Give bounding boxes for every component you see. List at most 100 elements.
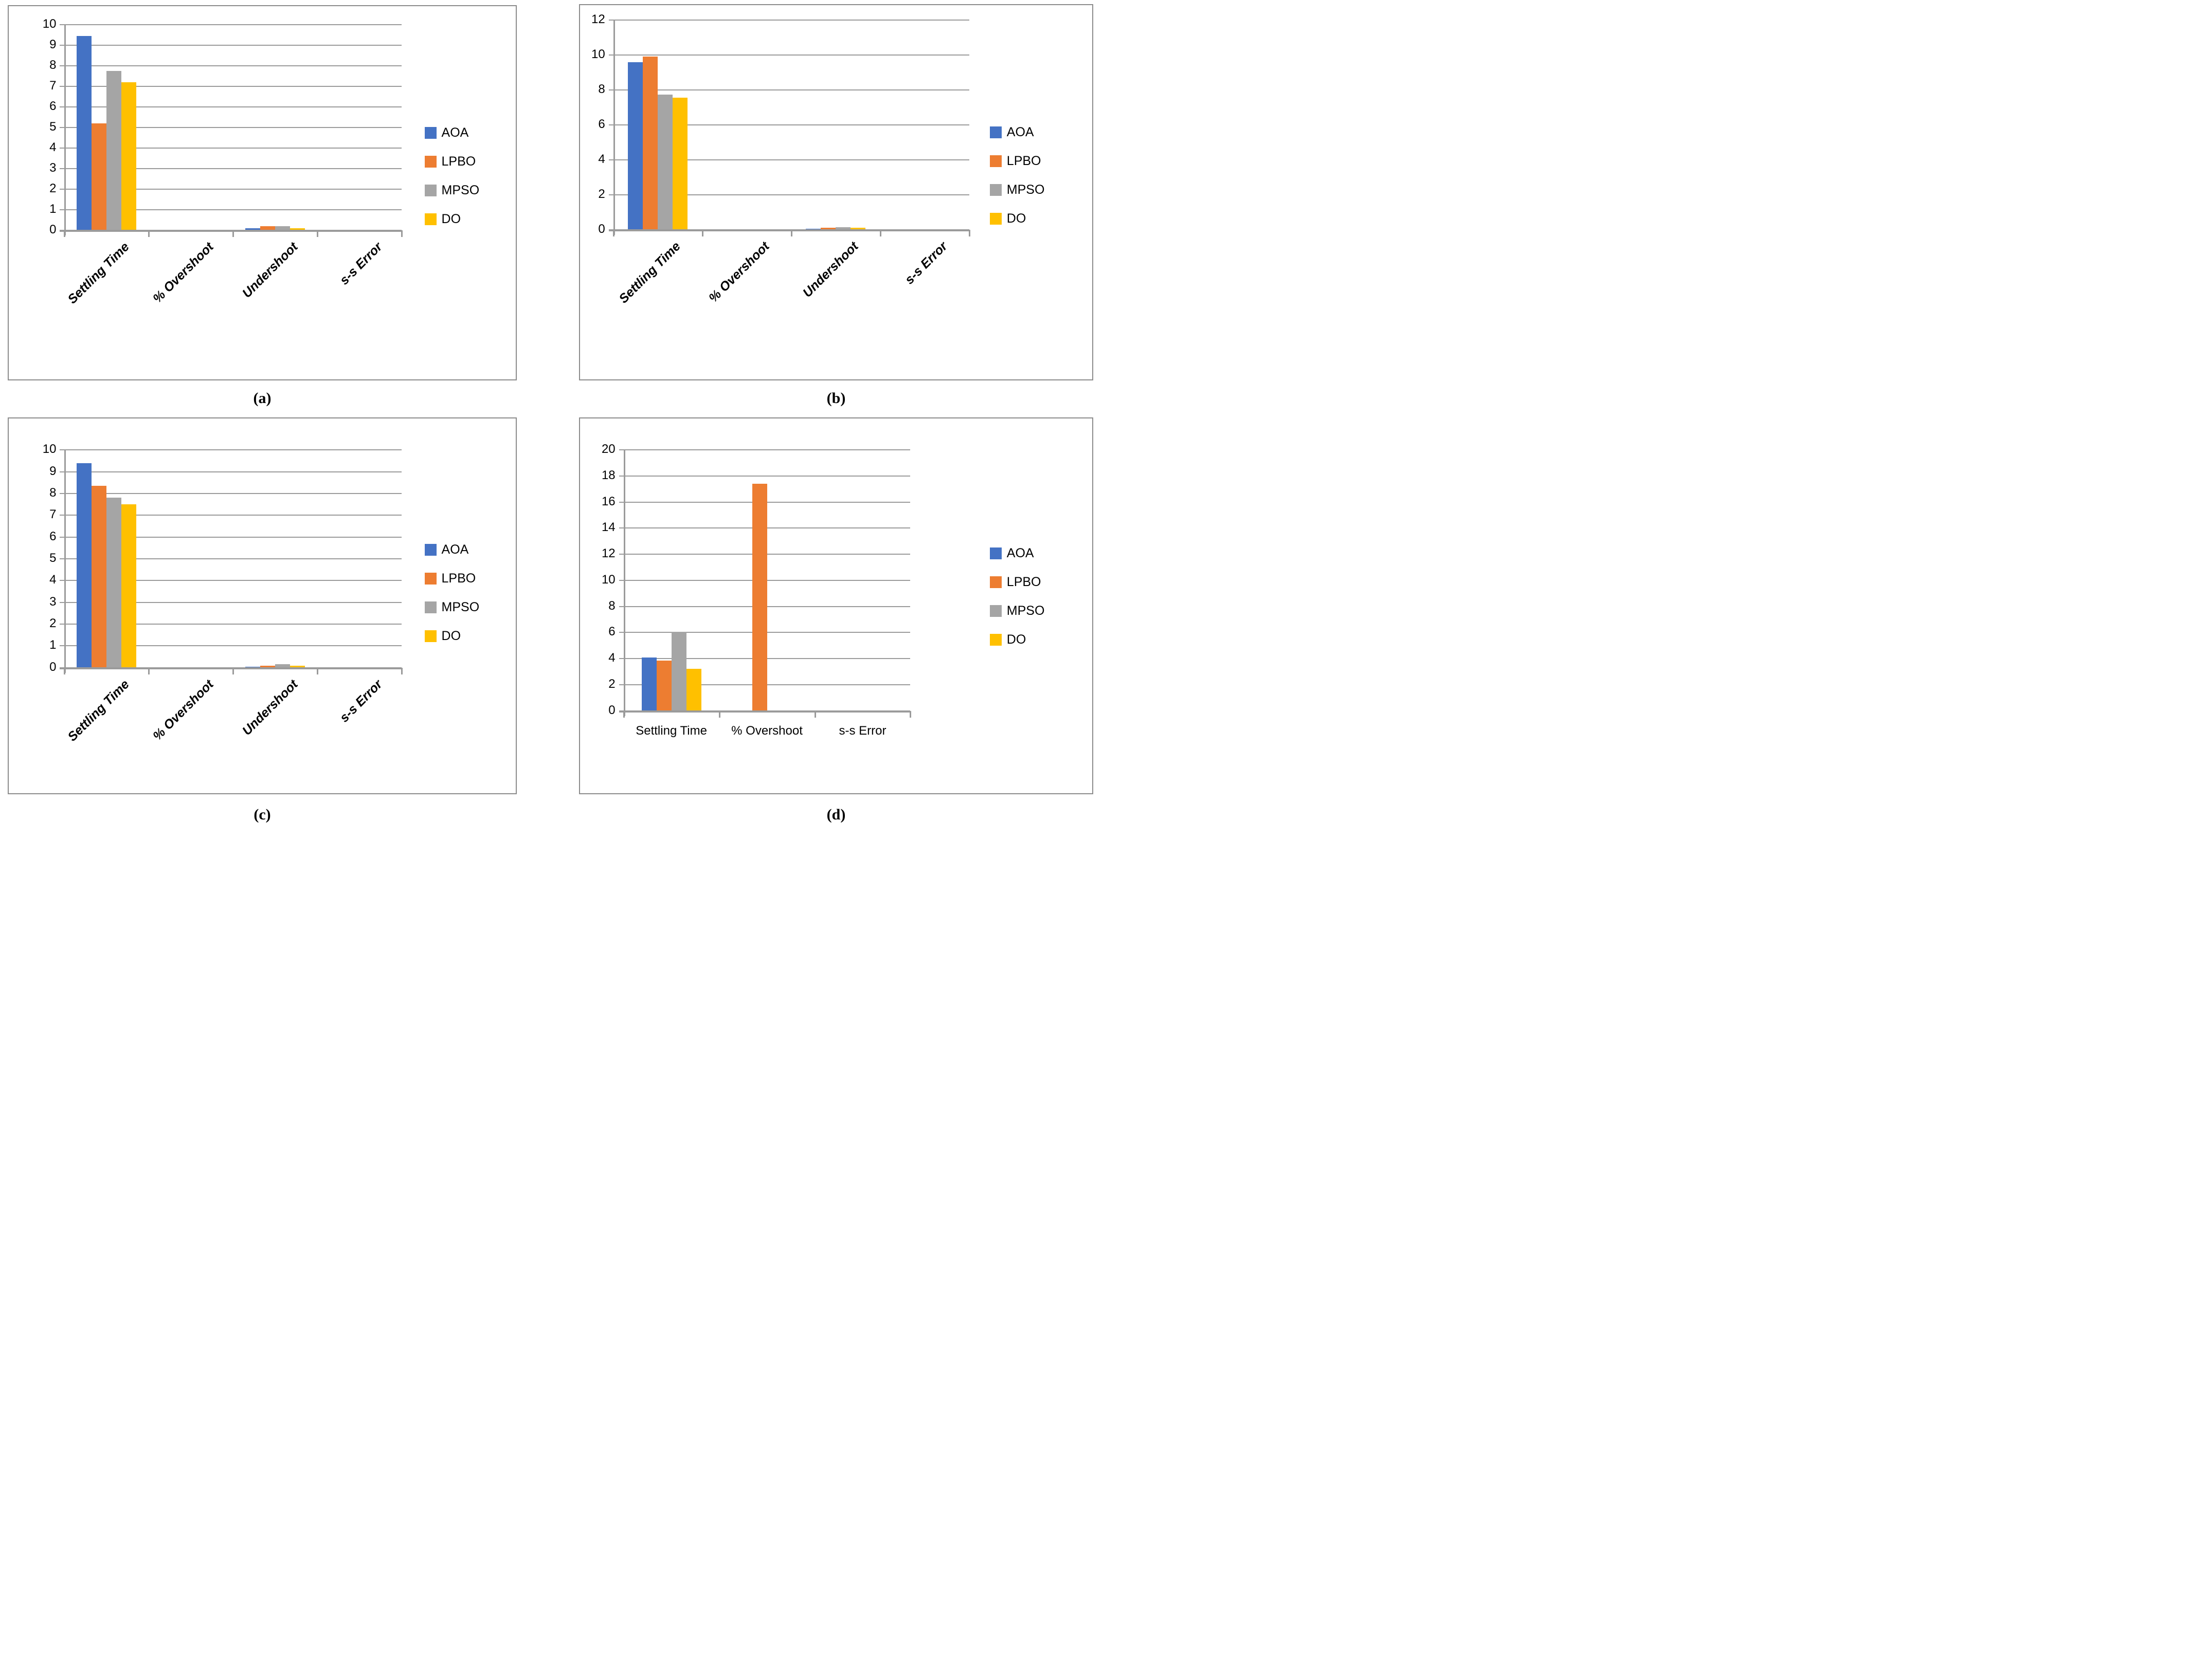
x-axis-tick	[401, 230, 403, 237]
legend-label: DO	[1006, 632, 1026, 647]
legend-swatch-do	[989, 634, 1002, 646]
legend-label: MPSO	[441, 599, 480, 614]
y-gridline	[60, 624, 402, 625]
legend-swatch-mpso	[424, 601, 437, 613]
y-axis-tick-label: 14	[601, 520, 616, 535]
legend-swatch-aoa	[989, 126, 1002, 138]
legend-item-lpbo: LPBO	[424, 154, 476, 169]
legend-item-aoa: AOA	[424, 542, 469, 557]
x-axis-tick	[232, 230, 234, 237]
y-gridline	[60, 65, 402, 67]
x-category-label: s-s Error	[337, 677, 385, 725]
legend-item-lpbo: LPBO	[989, 575, 1041, 590]
y-axis-tick-label: 5	[49, 119, 57, 134]
y-gridline	[60, 580, 402, 581]
y-gridline	[619, 475, 911, 477]
y-axis-tick-label: 2	[49, 181, 57, 195]
y-axis-tick-label: 0	[608, 703, 616, 717]
bar-lpbo-0	[92, 123, 107, 230]
bar-aoa-0	[641, 657, 657, 711]
legend-label: AOA	[1006, 124, 1034, 139]
y-axis-tick-label: 5	[49, 551, 57, 565]
bar-lpbo-1	[752, 484, 767, 711]
legend-label: LPBO	[441, 154, 476, 169]
y-gridline	[60, 601, 402, 603]
y-gridline	[608, 89, 969, 90]
x-axis-tick	[718, 710, 720, 718]
y-axis-tick-label: 2	[608, 677, 616, 691]
legend-label: MPSO	[1006, 604, 1045, 618]
legend-label: LPBO	[1006, 154, 1041, 169]
y-gridline	[60, 188, 402, 190]
y-gridline	[60, 86, 402, 87]
bar-lpbo-0	[92, 486, 107, 668]
y-axis-tick-label: 3	[49, 160, 57, 175]
y-gridline	[608, 124, 969, 125]
y-axis-line	[613, 20, 615, 235]
legend-swatch-mpso	[989, 184, 1002, 196]
bar-do-0	[686, 669, 701, 711]
legend-label: DO	[1006, 211, 1026, 226]
bar-mpso-2	[836, 227, 851, 230]
y-axis-tick-label: 6	[49, 99, 57, 114]
bar-aoa-2	[245, 228, 261, 230]
y-axis-tick-label: 3	[49, 594, 57, 609]
bar-do-0	[121, 82, 137, 230]
bar-lpbo-0	[643, 57, 658, 230]
bar-do-0	[673, 98, 688, 230]
bar-mpso-0	[671, 632, 686, 711]
y-gridline	[60, 147, 402, 149]
bar-do-2	[290, 666, 305, 668]
legend-swatch-aoa	[989, 547, 1002, 559]
x-axis-tick	[910, 710, 912, 718]
x-category-label: % Overshoot	[150, 677, 217, 743]
x-axis-tick	[64, 667, 66, 674]
y-gridline	[60, 24, 402, 26]
legend-swatch-do	[424, 213, 437, 226]
legend-item-mpso: MPSO	[989, 604, 1045, 618]
caption-d: (d)	[826, 806, 846, 823]
legend-item-aoa: AOA	[989, 546, 1034, 561]
y-axis-tick-label: 6	[598, 117, 605, 131]
x-category-label: % Overshoot	[706, 239, 773, 305]
legend-item-do: DO	[424, 629, 461, 644]
chart-panel-a: 10 9 8 7 6 5 4 3 2 1 0 Settling Time% Overshoot Unde…	[8, 5, 517, 380]
y-axis-tick-label: 18	[601, 468, 616, 482]
x-axis-line	[619, 710, 911, 713]
bar-aoa-0	[628, 62, 643, 230]
legend-item-aoa: AOA	[989, 124, 1034, 140]
bar-do-2	[290, 228, 305, 230]
x-category-label: Settling Time	[616, 239, 684, 306]
legend-item-mpso: MPSO	[424, 183, 479, 198]
bar-do-2	[851, 228, 866, 230]
legend-label: AOA	[441, 542, 469, 557]
x-axis-tick	[814, 710, 816, 718]
bar-mpso-2	[275, 664, 291, 668]
x-category-label: % Overshoot	[150, 239, 217, 306]
y-gridline	[60, 209, 402, 210]
legend-label: DO	[441, 212, 461, 227]
y-axis-tick-label: 8	[49, 485, 57, 500]
x-axis-tick	[317, 230, 319, 237]
y-axis-tick-label: 1	[49, 638, 57, 652]
legend-swatch-lpbo	[424, 572, 437, 585]
legend-item-do: DO	[989, 211, 1026, 226]
y-axis-tick-label: 20	[601, 442, 616, 456]
y-gridline	[60, 126, 402, 128]
y-axis-tick-label: 12	[601, 546, 616, 561]
y-axis-tick-label: 10	[601, 572, 616, 587]
bar-lpbo-2	[260, 665, 276, 668]
legend-label: AOA	[441, 125, 469, 140]
y-axis-tick-label: 16	[601, 494, 616, 508]
chart-panel-b: 12 10 8 6 4 2 0 Settling Time % Overshoot Undersh…	[579, 4, 1093, 380]
x-category-label: s-s Error	[839, 723, 887, 738]
bar-lpbo-0	[656, 660, 672, 711]
x-category-label: Settling Time	[65, 677, 133, 744]
x-category-label: Undershoot	[240, 677, 301, 738]
x-category-label: % Overshoot	[731, 723, 803, 738]
x-category-label: s-s Error	[902, 239, 951, 287]
legend-item-do: DO	[989, 632, 1026, 647]
x-axis-tick	[401, 667, 403, 674]
bar-lpbo-2	[260, 226, 276, 230]
y-axis-tick-label: 10	[42, 17, 57, 31]
